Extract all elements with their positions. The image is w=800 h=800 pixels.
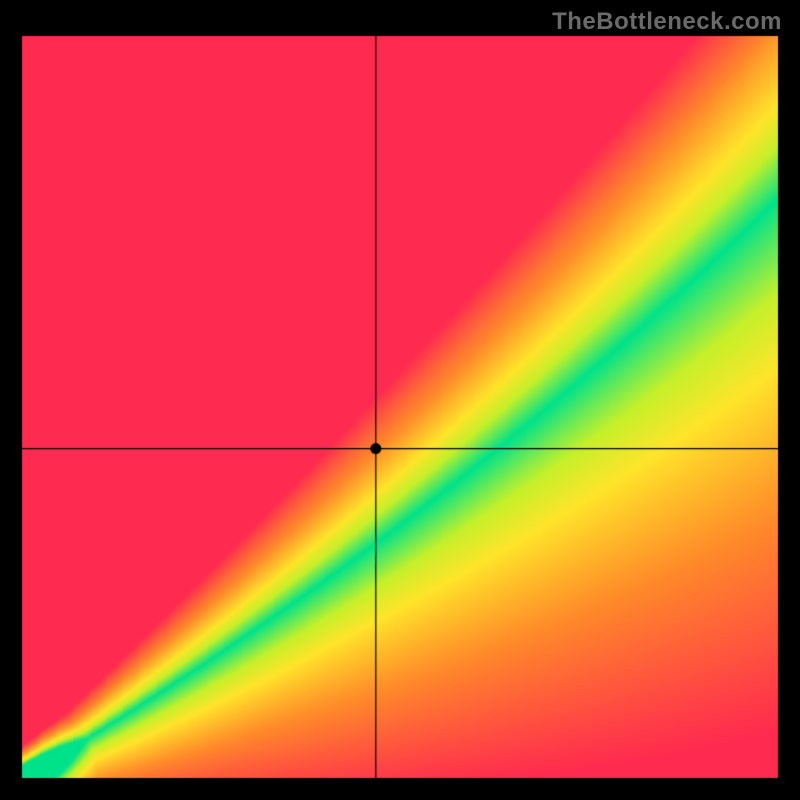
bottleneck-heatmap [0,0,800,800]
watermark-text: TheBottleneck.com [552,8,782,36]
chart-container: TheBottleneck.com [0,0,800,800]
